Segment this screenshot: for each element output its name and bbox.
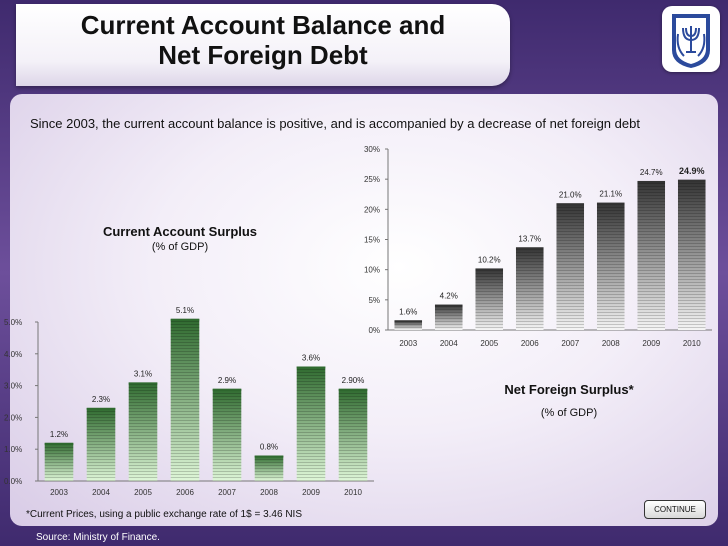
data-label: 21.0% bbox=[559, 190, 582, 199]
data-label: 0.8% bbox=[260, 443, 278, 452]
bar-texture bbox=[596, 202, 625, 330]
bar-texture bbox=[515, 247, 544, 330]
data-label: 24.9% bbox=[679, 166, 705, 176]
bar-top bbox=[677, 179, 706, 182]
bar-texture bbox=[128, 382, 158, 481]
x-tick-label: 2009 bbox=[302, 488, 320, 497]
slide-subtitle: Since 2003, the current account balance … bbox=[30, 116, 640, 131]
bar-top bbox=[170, 318, 200, 321]
bar-texture bbox=[434, 304, 463, 330]
slide-title: Current Account Balance and Net Foreign … bbox=[80, 10, 446, 70]
x-tick-label: 2004 bbox=[440, 339, 458, 348]
bar-texture bbox=[86, 407, 116, 481]
y-tick-label: 4.0% bbox=[4, 350, 22, 359]
bar-top bbox=[475, 268, 504, 271]
chart-title: Current Account Surplus bbox=[103, 224, 257, 239]
bar-top bbox=[296, 366, 326, 369]
data-label: 10.2% bbox=[478, 255, 501, 264]
continue-button[interactable]: CONTINUE bbox=[644, 500, 706, 519]
bar-top bbox=[556, 203, 585, 206]
bar-texture bbox=[44, 442, 74, 481]
bar-top bbox=[212, 388, 242, 391]
bar-texture bbox=[556, 203, 585, 330]
y-tick-label: 3.0% bbox=[4, 382, 22, 391]
x-tick-label: 2007 bbox=[218, 488, 236, 497]
bar-texture bbox=[637, 180, 666, 330]
bar-top bbox=[596, 202, 625, 205]
x-tick-label: 2010 bbox=[344, 488, 362, 497]
y-tick-label: 20% bbox=[364, 205, 380, 214]
data-label: 21.1% bbox=[599, 190, 622, 199]
y-tick-label: 5% bbox=[368, 296, 380, 305]
data-label: 2.9% bbox=[218, 376, 236, 385]
bar-texture bbox=[338, 388, 368, 481]
state-emblem-icon bbox=[662, 6, 720, 72]
bar-top bbox=[394, 320, 423, 323]
y-tick-label: 1.0% bbox=[4, 445, 22, 454]
x-tick-label: 2005 bbox=[480, 339, 498, 348]
data-label: 2.3% bbox=[92, 395, 110, 404]
x-tick-label: 2008 bbox=[260, 488, 278, 497]
bar-texture bbox=[170, 318, 200, 481]
x-tick-label: 2005 bbox=[134, 488, 152, 497]
bar-top bbox=[86, 407, 116, 410]
y-tick-label: 5.0% bbox=[4, 318, 22, 327]
data-label: 3.6% bbox=[302, 354, 320, 363]
title-box bbox=[16, 4, 510, 86]
bar-texture bbox=[212, 388, 242, 481]
bar-top bbox=[637, 180, 666, 183]
y-tick-label: 15% bbox=[364, 236, 380, 245]
data-label: 13.7% bbox=[518, 234, 541, 243]
bar-texture bbox=[475, 268, 504, 330]
y-tick-label: 30% bbox=[364, 145, 380, 154]
data-label: 1.6% bbox=[399, 307, 417, 316]
data-label: 2.90% bbox=[342, 376, 365, 385]
y-tick-label: 0% bbox=[368, 326, 380, 335]
x-tick-label: 2006 bbox=[521, 339, 539, 348]
data-label: 24.7% bbox=[640, 168, 663, 177]
y-tick-label: 10% bbox=[364, 266, 380, 275]
bar-texture bbox=[677, 179, 706, 330]
data-label: 5.1% bbox=[176, 306, 194, 315]
source-note: Source: Ministry of Finance. bbox=[36, 532, 160, 543]
bar-top bbox=[515, 247, 544, 250]
bar-texture bbox=[394, 320, 423, 330]
data-label: 1.2% bbox=[50, 430, 68, 439]
bar-texture bbox=[296, 366, 326, 481]
chart-subtitle: (% of GDP) bbox=[541, 407, 597, 419]
x-tick-label: 2008 bbox=[602, 339, 620, 348]
x-tick-label: 2007 bbox=[561, 339, 579, 348]
bar-top bbox=[434, 304, 463, 307]
current-account-chart: Current Account Surplus (% of GDP) 0.0% 1… bbox=[4, 224, 374, 497]
bar-top bbox=[44, 442, 74, 445]
x-tick-label: 2004 bbox=[92, 488, 110, 497]
bar-texture bbox=[254, 455, 284, 481]
bar-top bbox=[338, 388, 368, 391]
y-tick-label: 25% bbox=[364, 175, 380, 184]
x-tick-label: 2010 bbox=[683, 339, 701, 348]
x-tick-label: 2003 bbox=[399, 339, 417, 348]
chart-subtitle: (% of GDP) bbox=[152, 241, 208, 253]
y-tick-label: 2.0% bbox=[4, 413, 22, 422]
net-foreign-chart: Net Foreign Surplus* (% of GDP) 0% 5% 10% 1… bbox=[364, 145, 712, 419]
data-label: 3.1% bbox=[134, 369, 152, 378]
x-tick-label: 2003 bbox=[50, 488, 68, 497]
data-label: 4.2% bbox=[440, 292, 458, 301]
bar-top bbox=[128, 382, 158, 385]
x-tick-label: 2006 bbox=[176, 488, 194, 497]
footnote: *Current Prices, using a public exchange… bbox=[26, 509, 302, 520]
y-tick-label: 0.0% bbox=[4, 477, 22, 486]
x-tick-label: 2009 bbox=[642, 339, 660, 348]
bar-top bbox=[254, 455, 284, 458]
chart-title: Net Foreign Surplus* bbox=[504, 382, 634, 397]
